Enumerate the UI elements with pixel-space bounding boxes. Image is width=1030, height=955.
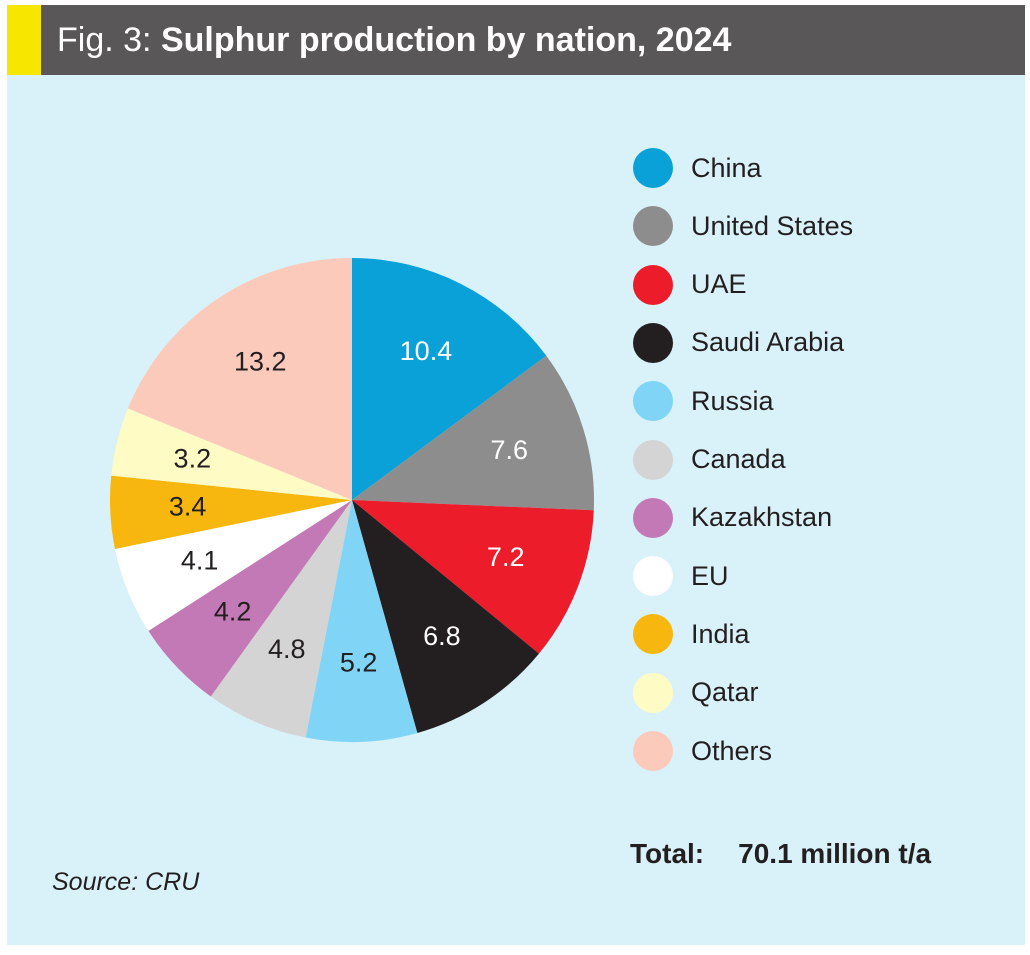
legend-swatch xyxy=(633,264,673,305)
legend-label: Canada xyxy=(691,444,786,474)
slice-value-label-russia: 5.2 xyxy=(340,648,378,678)
total-label: Total: xyxy=(630,838,705,869)
legend-item-kazakhstan: Kazakhstan xyxy=(633,497,833,538)
legend-item-qatar: Qatar xyxy=(633,672,759,713)
legend-item-china: China xyxy=(633,148,762,188)
legend-swatch xyxy=(633,556,673,597)
pie-slice-russia xyxy=(305,500,418,742)
pie-slice-saudi-arabia xyxy=(352,500,539,734)
legend-swatch xyxy=(633,497,673,538)
legend-item-others: Others xyxy=(633,731,772,771)
legend-item-eu: EU xyxy=(633,556,729,597)
slice-value-label-eu: 4.1 xyxy=(181,545,219,575)
slice-value-label-kazakhstan: 4.2 xyxy=(214,596,252,626)
figure-title: Fig. 3: Sulphur production by nation, 20… xyxy=(57,20,731,60)
slice-value-label-canada: 4.8 xyxy=(268,634,306,664)
legend-label: EU xyxy=(691,560,729,591)
legend-swatch xyxy=(633,148,673,188)
figure-number: Fig. 3: xyxy=(57,21,152,59)
legend-swatch xyxy=(633,322,673,363)
legend-label: Kazakhstan xyxy=(691,502,833,533)
legend-label: India xyxy=(691,618,750,649)
legend-label: Others xyxy=(691,735,773,766)
chart-title: Sulphur production by nation, 2024 xyxy=(160,21,732,59)
legend-item-united-states: United States xyxy=(633,206,854,247)
title-bar: Fig. 3: Sulphur production by nation, 20… xyxy=(7,5,1025,75)
legend-swatch xyxy=(633,439,673,480)
pie-slice-qatar xyxy=(111,408,352,500)
pie-slice-india xyxy=(109,475,352,550)
pie-slice-kazakhstan xyxy=(148,500,352,697)
legend-swatch xyxy=(633,206,673,247)
slice-value-label-uae: 7.2 xyxy=(487,542,525,572)
slice-value-label-india: 3.4 xyxy=(169,492,207,522)
legend-label: Saudi Arabia xyxy=(691,327,845,358)
total-value: 70.1 million t/a xyxy=(738,838,932,869)
legend-item-india: India xyxy=(633,614,750,655)
legend-label: Qatar xyxy=(691,677,759,708)
legend-label: Russia xyxy=(691,385,774,416)
legend-item-saudi-arabia: Saudi Arabia xyxy=(633,322,845,363)
slice-value-label-saudi-arabia: 6.8 xyxy=(423,621,461,651)
legend-item-russia: Russia xyxy=(633,381,774,422)
slice-value-label-others: 13.2 xyxy=(234,347,287,377)
total-line: Total: 70.1 million t/a xyxy=(630,838,931,870)
pie-slice-china xyxy=(352,258,547,500)
legend-swatch xyxy=(633,672,673,713)
legend-label: UAE xyxy=(691,269,747,300)
source-note: Source: CRU xyxy=(52,868,200,896)
slice-value-label-qatar: 3.2 xyxy=(174,443,212,473)
title-accent-bar xyxy=(7,5,41,75)
pie-slice-canada xyxy=(210,500,352,738)
slice-value-label-china: 10.4 xyxy=(400,336,453,366)
legend-item-uae: UAE xyxy=(633,264,747,305)
pie-slice-eu xyxy=(115,500,352,631)
legend-label: China xyxy=(691,152,762,183)
legend-swatch xyxy=(633,381,673,422)
slice-value-label-united-states: 7.6 xyxy=(491,435,529,465)
pie-slice-united-states xyxy=(352,355,594,511)
legend-swatch xyxy=(633,731,673,771)
legend-label: United States xyxy=(691,210,854,241)
pie-slice-uae xyxy=(352,500,594,654)
legend-item-canada: Canada xyxy=(633,439,786,480)
legend-swatch xyxy=(633,614,673,655)
pie-slice-others xyxy=(127,258,352,500)
